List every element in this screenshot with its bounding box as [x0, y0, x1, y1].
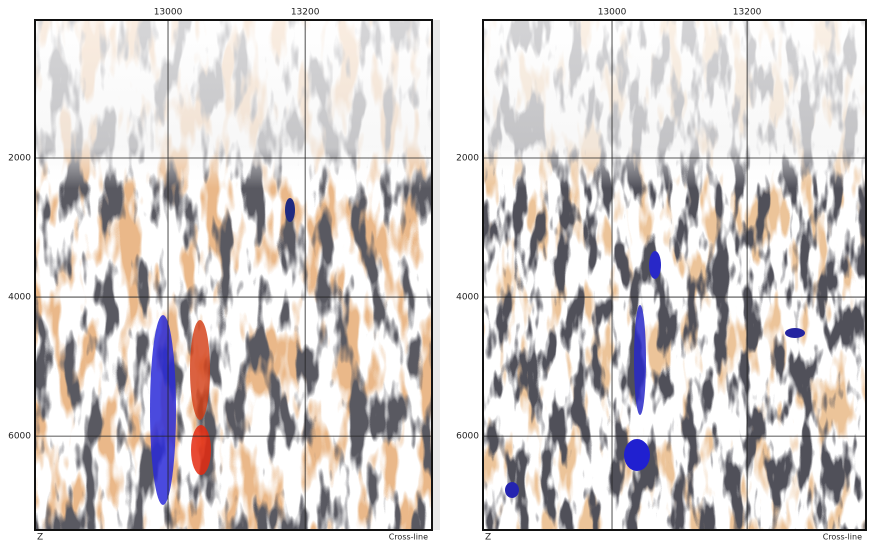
scrollbar	[432, 20, 440, 530]
y-tick-label: 6000	[456, 432, 479, 442]
x-axis-label: Cross-line	[823, 533, 862, 542]
x-tick-label: 13200	[733, 8, 762, 18]
y-axis-label: Z	[485, 533, 491, 542]
seismic-image	[35, 20, 432, 530]
x-axis-label: Cross-line	[389, 533, 428, 542]
screenshot: 13000 13200 2000 4000 6000 Z Cross-line 13000 13…	[0, 0, 869, 542]
seismic-image	[483, 20, 866, 530]
y-tick-label: 2000	[456, 154, 479, 164]
x-tick-label: 13200	[291, 8, 320, 18]
y-tick-label: 6000	[8, 432, 31, 442]
x-tick-label: 13000	[154, 8, 183, 18]
y-tick-label: 2000	[8, 154, 31, 164]
x-tick-label: 13000	[598, 8, 627, 18]
y-tick-label: 4000	[8, 293, 31, 303]
y-axis-label: Z	[37, 533, 43, 542]
y-tick-label: 4000	[456, 293, 479, 303]
